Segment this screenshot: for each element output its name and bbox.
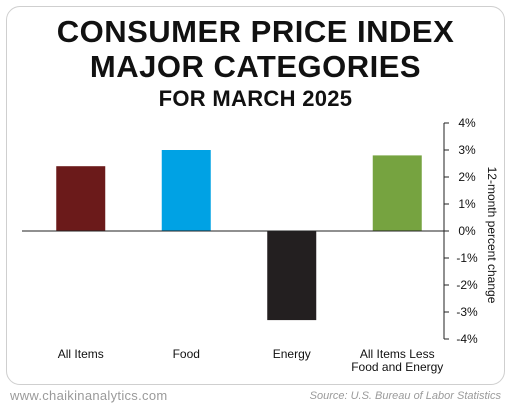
- y-tick-label-7: -3%: [456, 305, 478, 319]
- chart-title-line-2: MAJOR CATEGORIES: [89, 49, 422, 84]
- y-tick-label-6: -2%: [456, 278, 478, 292]
- bar-1: [161, 150, 211, 231]
- y-tick-label-5: -1%: [456, 251, 478, 265]
- y-tick-label-4: 0%: [458, 224, 476, 238]
- footer-site: www.chaikinanalytics.com: [10, 388, 168, 403]
- y-tick-label-8: -4%: [456, 332, 478, 346]
- x-tick-label-2: Energy: [273, 347, 311, 361]
- footer-source: Source: U.S. Bureau of Labor Statistics: [309, 390, 501, 402]
- y-axis-label: 12-month percent change: [485, 167, 499, 304]
- bar-2: [267, 231, 317, 321]
- x-tick-label-line: Food and Energy: [351, 360, 443, 374]
- y-tick-label-2: 2%: [458, 170, 476, 184]
- y-tick-label-1: 3%: [458, 143, 476, 157]
- chart-subtitle: FOR MARCH 2025: [158, 86, 353, 111]
- y-tick-label-0: 4%: [458, 116, 476, 130]
- chart-title-line-1: CONSUMER PRICE INDEX: [56, 14, 455, 49]
- x-tick-label-line: All Items Less: [360, 347, 435, 361]
- x-tick-label-line: Energy: [273, 347, 311, 361]
- bar-0: [56, 166, 106, 231]
- x-tick-label-line: All Items: [58, 347, 104, 361]
- bar-3: [372, 155, 422, 231]
- x-tick-label-line: Food: [173, 347, 200, 361]
- x-tick-label-3: All Items Less Food and Energy: [351, 347, 443, 374]
- x-tick-label-0: All Items: [58, 347, 104, 361]
- x-tick-label-1: Food: [173, 347, 200, 361]
- y-tick-label-3: 1%: [458, 197, 476, 211]
